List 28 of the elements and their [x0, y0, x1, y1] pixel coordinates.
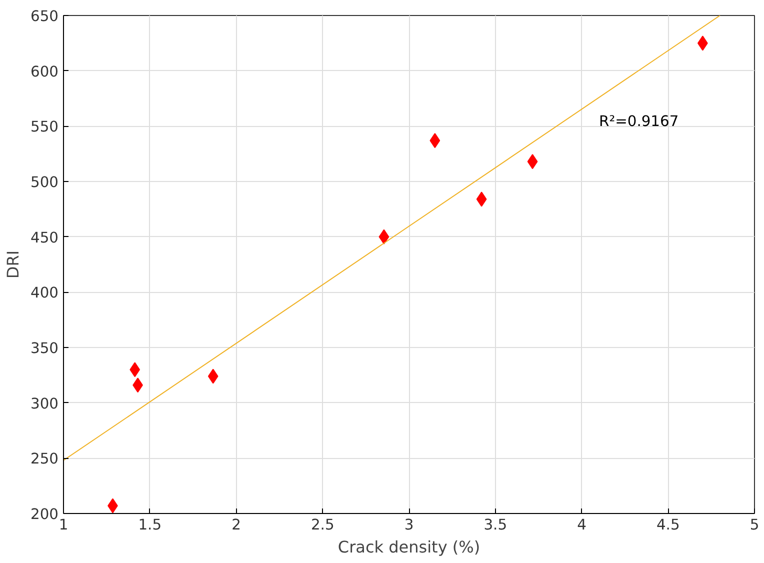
- point: [527, 154, 538, 170]
- y-tick-label: 250: [30, 450, 59, 468]
- y-tick-label: 200: [30, 506, 59, 523]
- y-axis-title: DRI: [4, 250, 23, 279]
- x-tick-label: 4: [577, 516, 586, 534]
- point: [208, 368, 218, 384]
- x-tick-label: 2: [232, 516, 241, 534]
- annotation: R²=0.9167: [599, 113, 679, 130]
- y-tick-label: 450: [30, 229, 59, 246]
- y-tick-label: 550: [30, 118, 59, 136]
- x-tick-label: 4.5: [656, 516, 680, 534]
- x-axis-title: Crack density (%): [338, 538, 480, 556]
- x-tick-label: 5: [750, 516, 760, 534]
- point: [430, 133, 440, 148]
- x-tick-label: 2.5: [310, 516, 334, 534]
- y-tick-label: 300: [30, 395, 59, 412]
- y-tick-label: 500: [30, 174, 59, 191]
- x-tick-label: 3: [404, 516, 414, 534]
- x-tick-label: 3.5: [484, 516, 508, 534]
- y-tick-label: 400: [30, 284, 59, 302]
- point: [476, 192, 487, 207]
- x-tick-label: 1.5: [138, 516, 162, 534]
- point: [378, 229, 390, 244]
- x-tick-label: 1: [58, 516, 68, 534]
- y-tick-label: 600: [30, 63, 59, 80]
- y-tick-label: 350: [30, 340, 59, 357]
- y-tick-label: 650: [30, 8, 59, 25]
- point: [130, 362, 140, 378]
